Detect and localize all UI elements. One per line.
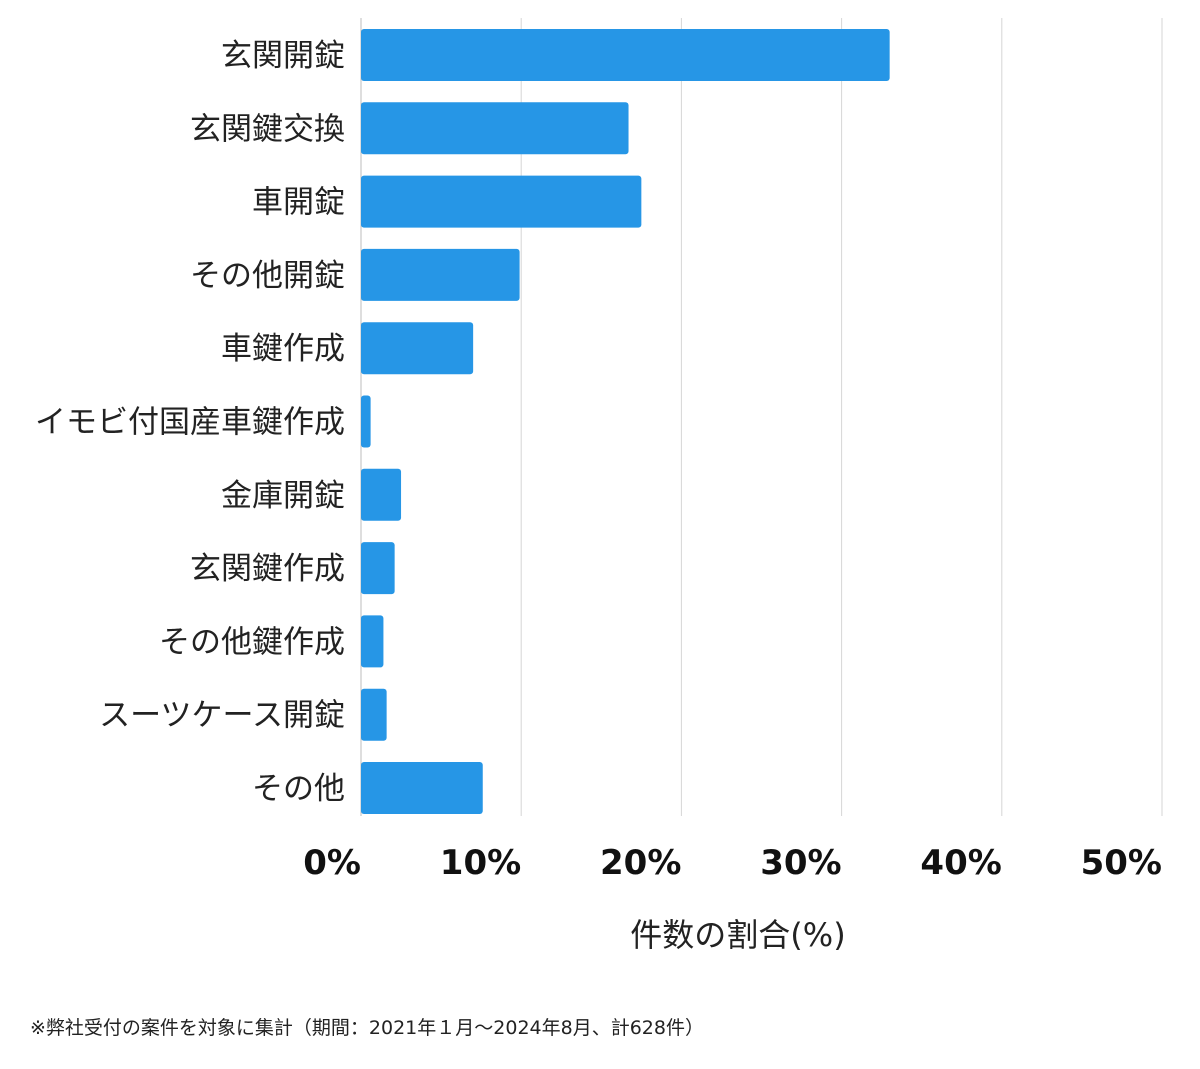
category-label-7: 玄関鍵作成 [190,551,345,587]
category-label-0: 玄関開錠 [221,38,345,74]
category-label-10: その他 [252,771,345,807]
bar-10 [361,762,483,814]
category-label-1: 玄関鍵交換 [190,111,345,147]
bar-7 [361,542,395,595]
x-tick-label-40: 40% [920,843,1001,883]
x-tick-labels: 0% 10% 20% 30% 40% 50% [303,843,1162,883]
bar-1 [361,102,629,155]
bar-6 [361,468,402,521]
category-label-3: その他開錠 [190,258,345,294]
bar-5 [361,395,371,448]
bar-8 [361,615,384,668]
footnote: ※弊社受付の案件を対象に集計（期間：2021年１月〜2024年8月、計628件） [30,1017,704,1039]
bar-3 [361,248,520,301]
x-tick-label-50: 50% [1081,843,1162,883]
category-label-8: その他鍵作成 [159,624,345,660]
bar-0 [361,29,890,81]
bar-4 [361,322,474,375]
category-label-9: スーツケース開錠 [99,698,345,734]
category-label-6: 金庫開錠 [221,478,345,514]
x-tick-label-20: 20% [600,843,681,883]
x-tick-label-0: 0% [303,843,361,883]
bars [361,29,890,814]
category-label-2: 車開錠 [252,185,345,221]
x-tick-label-10: 10% [440,843,521,883]
category-label-5: イモビ付国産車鍵作成 [35,405,345,441]
x-tick-label-30: 30% [760,843,841,883]
bar-2 [361,175,642,228]
category-label-4: 車鍵作成 [221,331,345,367]
bar-9 [361,688,387,741]
x-axis-title: 件数の割合(%) [630,916,845,954]
category-labels: 玄関開錠玄関鍵交換車開錠その他開錠車鍵作成イモビ付国産車鍵作成金庫開錠玄関鍵作成… [35,38,345,807]
